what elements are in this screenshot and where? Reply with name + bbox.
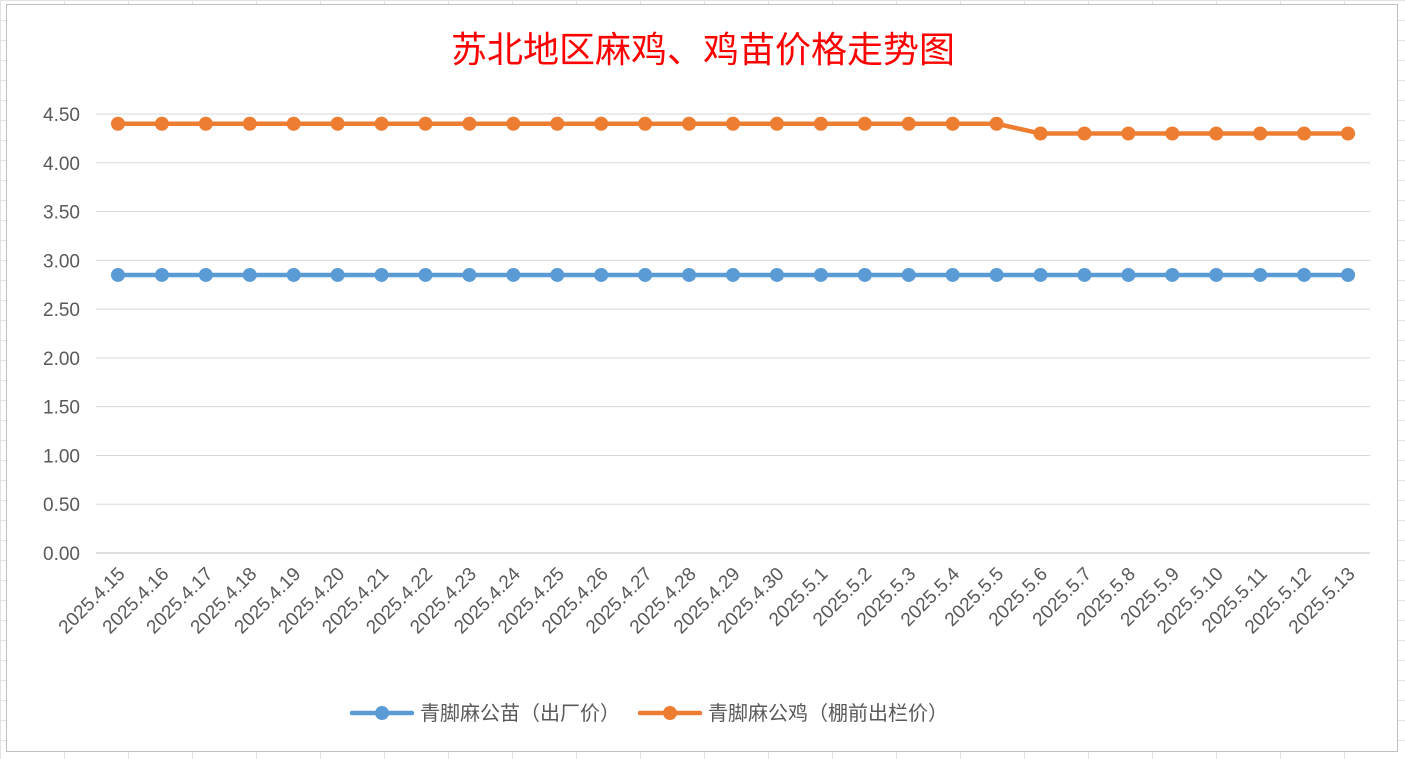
data-point	[901, 116, 916, 131]
data-point	[110, 116, 125, 131]
data-point	[506, 267, 521, 282]
legend-swatch-marker	[663, 706, 677, 720]
y-tick-label: 2.50	[43, 300, 80, 321]
data-point	[813, 267, 828, 282]
data-point	[682, 116, 697, 131]
series-1	[110, 267, 1356, 282]
legend-item-2: 青脚麻公鸡（棚前出栏价）	[637, 701, 948, 725]
data-point	[1341, 126, 1356, 141]
data-point	[1297, 126, 1312, 141]
data-point	[989, 267, 1004, 282]
data-point	[110, 267, 125, 282]
data-point	[1341, 267, 1356, 282]
data-point	[1033, 267, 1048, 282]
data-point	[1121, 126, 1136, 141]
data-point	[726, 116, 740, 131]
data-point	[1077, 267, 1092, 282]
y-tick-label: 1.50	[43, 398, 80, 419]
data-point	[330, 116, 345, 131]
y-tick-label: 4.50	[43, 105, 80, 126]
data-point	[374, 116, 389, 131]
data-point	[1033, 126, 1048, 141]
chart-title: 苏北地区麻鸡、鸡苗价格走势图	[451, 30, 955, 71]
data-point	[682, 267, 697, 282]
data-point	[945, 116, 960, 131]
legend-swatch-marker	[375, 706, 389, 720]
data-point	[1253, 126, 1268, 141]
y-tick-label: 1.00	[43, 446, 80, 467]
y-tick-label: 2.00	[43, 349, 80, 370]
data-point	[242, 267, 257, 282]
series-layer	[110, 116, 1356, 282]
data-point	[638, 116, 653, 131]
data-point	[154, 267, 169, 282]
data-point	[1253, 267, 1268, 282]
y-tick-label: 4.00	[43, 154, 80, 175]
data-point	[989, 116, 1004, 131]
data-point	[1165, 267, 1180, 282]
data-point	[418, 267, 433, 282]
series-2	[110, 116, 1356, 141]
y-axis: 0.00 0.50 1.00 1.50 2.00 2.50 3.00 3.50 4.00 4.50	[43, 105, 80, 565]
data-point	[374, 267, 389, 282]
data-point	[857, 116, 872, 131]
data-point	[769, 267, 784, 282]
data-point	[594, 116, 609, 131]
data-point	[594, 267, 609, 282]
legend-item-1: 青脚麻公苗（出厂价）	[349, 701, 620, 725]
data-point	[1121, 267, 1136, 282]
data-point	[286, 267, 301, 282]
data-point	[1209, 126, 1224, 141]
data-point	[154, 116, 169, 131]
x-axis: 2025.4.152025.4.162025.4.172025.4.182025…	[55, 563, 1360, 638]
data-point	[418, 116, 433, 131]
y-tick-label: 0.00	[43, 544, 80, 565]
data-point	[198, 116, 213, 131]
data-point	[813, 116, 828, 131]
data-point	[506, 116, 521, 131]
data-point	[769, 116, 784, 131]
data-point	[945, 267, 960, 282]
y-tick-label: 0.50	[43, 495, 80, 516]
data-point	[242, 116, 257, 131]
data-point	[462, 116, 477, 131]
data-point	[1165, 126, 1180, 141]
chart-frame[interactable]	[6, 4, 1398, 752]
data-point	[726, 267, 740, 282]
data-point	[857, 267, 872, 282]
data-point	[550, 267, 565, 282]
data-point	[198, 267, 213, 282]
legend: 青脚麻公苗（出厂价） 青脚麻公鸡（棚前出栏价）	[349, 701, 948, 725]
y-tick-label: 3.00	[43, 251, 80, 272]
data-point	[901, 267, 916, 282]
legend-label: 青脚麻公苗（出厂价）	[420, 701, 620, 725]
data-point	[638, 267, 653, 282]
y-tick-label: 3.50	[43, 203, 80, 224]
data-point	[1209, 267, 1224, 282]
gridlines	[96, 113, 1370, 554]
data-point	[330, 267, 345, 282]
data-point	[1077, 126, 1092, 141]
data-point	[550, 116, 565, 131]
data-point	[462, 267, 477, 282]
data-point	[286, 116, 301, 131]
legend-label: 青脚麻公鸡（棚前出栏价）	[708, 701, 948, 725]
data-point	[1297, 267, 1312, 282]
